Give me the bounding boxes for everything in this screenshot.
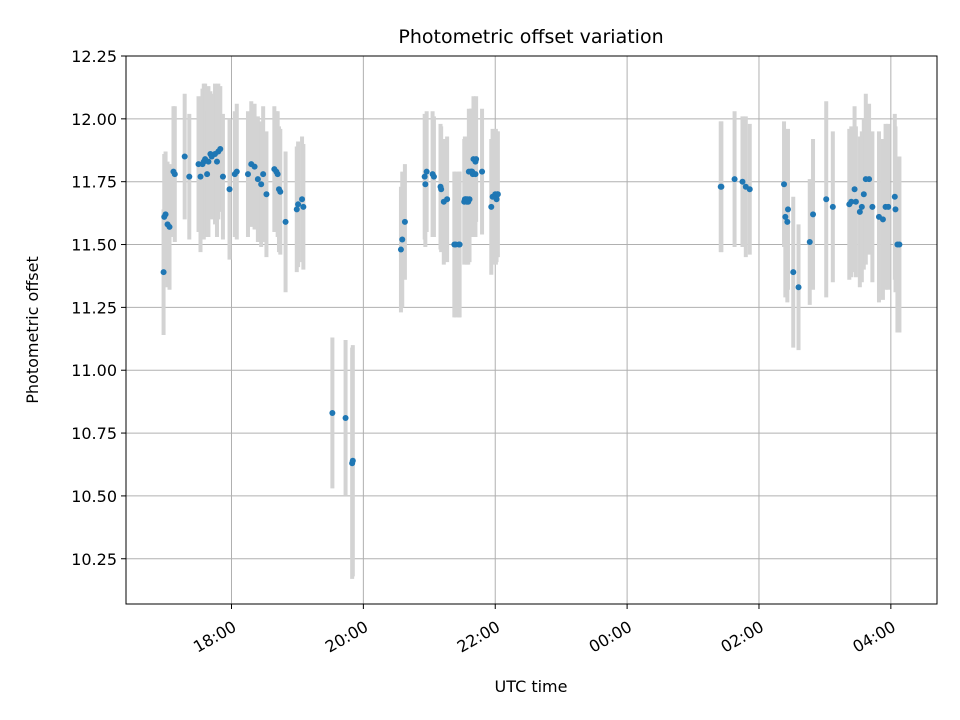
- data-point: [782, 213, 789, 220]
- x-tick-label: 18:00: [190, 617, 239, 657]
- data-point: [746, 186, 753, 193]
- y-tick-label: 11.00: [71, 361, 117, 380]
- data-point: [494, 191, 501, 198]
- data-point: [790, 269, 797, 276]
- data-point: [186, 173, 193, 180]
- data-point: [401, 218, 408, 225]
- data-point: [851, 186, 858, 193]
- data-point: [781, 181, 788, 188]
- data-point: [342, 414, 349, 421]
- data-point: [795, 284, 802, 291]
- y-axis-label: Photometric offset: [23, 256, 42, 404]
- y-tick-label: 11.50: [71, 236, 117, 255]
- x-tick-label: 00:00: [586, 617, 635, 657]
- data-point: [438, 186, 445, 193]
- data-point: [299, 196, 306, 203]
- data-point: [718, 183, 725, 190]
- data-point: [421, 173, 428, 180]
- data-point: [784, 206, 791, 213]
- data-point: [197, 173, 204, 180]
- data-point: [274, 171, 281, 178]
- data-point: [488, 203, 495, 210]
- data-point: [162, 211, 169, 218]
- data-point: [213, 158, 220, 165]
- y-tick-label: 11.75: [71, 173, 117, 192]
- data-point: [300, 203, 307, 210]
- y-tick-label: 11.25: [71, 298, 117, 317]
- data-point: [444, 196, 451, 203]
- data-point: [456, 241, 463, 248]
- data-point: [823, 196, 830, 203]
- data-point: [810, 211, 817, 218]
- data-point: [181, 153, 188, 160]
- data-point: [463, 196, 470, 203]
- y-tick-label: 10.75: [71, 424, 117, 443]
- data-point: [349, 457, 356, 464]
- data-point: [860, 191, 867, 198]
- data-point: [219, 173, 226, 180]
- data-point: [866, 176, 873, 183]
- data-point: [896, 241, 903, 248]
- data-point: [217, 146, 224, 153]
- y-tick-label: 10.50: [71, 487, 117, 506]
- data-point: [277, 188, 284, 195]
- data-point: [430, 173, 437, 180]
- x-tick-label: 02:00: [718, 617, 767, 657]
- data-point: [891, 193, 898, 200]
- data-point: [784, 218, 791, 225]
- data-point: [879, 216, 886, 223]
- data-point: [469, 168, 476, 175]
- data-point: [226, 186, 233, 193]
- data-point: [423, 168, 430, 175]
- y-tick-label: 12.25: [71, 47, 117, 66]
- x-tick-label: 22:00: [454, 617, 503, 657]
- data-point: [171, 171, 178, 178]
- y-ticks: 10.25 10.50 10.75 11.00 11.25 11.50 11.75 12.00…: [71, 47, 126, 569]
- y-tick-label: 10.25: [71, 550, 117, 569]
- data-point: [885, 203, 892, 210]
- data-point: [472, 158, 479, 165]
- plot-frame: [125, 55, 938, 605]
- data-point: [205, 158, 212, 165]
- data-point: [739, 178, 746, 185]
- data-point: [397, 246, 404, 253]
- data-point: [399, 236, 406, 243]
- data-point: [263, 191, 270, 198]
- x-ticks: 18:00 20:00 22:00 00:00 02:00 04:00: [190, 604, 899, 657]
- data-point: [166, 223, 173, 230]
- data-point: [233, 168, 240, 175]
- data-point: [251, 163, 258, 170]
- data-point: [806, 239, 813, 246]
- y-tick-label: 12.00: [71, 110, 117, 129]
- data-point: [892, 206, 899, 213]
- data-point: [293, 206, 300, 213]
- data-point: [848, 198, 855, 205]
- chart-title: Photometric offset variation: [398, 26, 663, 48]
- data-point: [479, 168, 486, 175]
- data-point: [260, 171, 267, 178]
- data-point: [856, 208, 863, 215]
- data-point: [869, 203, 876, 210]
- points: [160, 146, 903, 467]
- data-point: [329, 409, 336, 416]
- data-point: [829, 203, 836, 210]
- data-point: [258, 181, 265, 188]
- data-point: [160, 269, 167, 276]
- x-axis-label: UTC time: [495, 677, 568, 696]
- data-point: [731, 176, 738, 183]
- data-point: [244, 171, 251, 178]
- x-tick-label: 04:00: [849, 617, 898, 657]
- data-point: [295, 201, 302, 208]
- x-tick-label: 20:00: [322, 617, 371, 657]
- data-point: [282, 218, 289, 225]
- data-point: [204, 171, 211, 178]
- data-point: [852, 198, 859, 205]
- axes: [125, 55, 938, 605]
- data-point: [254, 176, 261, 183]
- data-point: [422, 181, 429, 188]
- data-point: [858, 203, 865, 210]
- errorbars: [161, 83, 902, 579]
